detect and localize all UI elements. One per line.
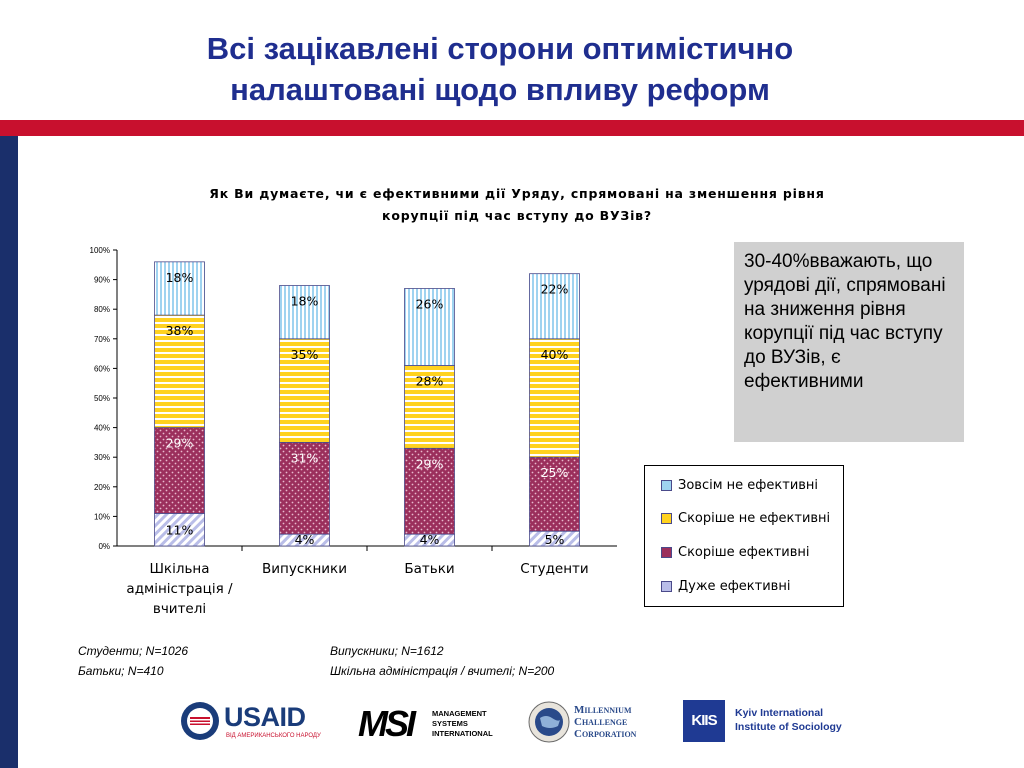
mcc-line-3: Corporation — [574, 728, 637, 740]
bar-segment — [279, 285, 330, 340]
msi-mark: MSI — [358, 703, 416, 744]
y-tick-label: 0% — [98, 542, 110, 551]
msi-line-3: INTERNATIONAL — [432, 729, 493, 738]
data-label: 38% — [166, 323, 194, 338]
y-tick-label: 100% — [90, 246, 110, 255]
bar-segment — [279, 441, 330, 535]
data-label: 28% — [416, 373, 444, 388]
kiis-line-2: Institute of Sociology — [735, 721, 842, 733]
msi-line-1: MANAGEMENT — [432, 709, 487, 718]
x-category-label: адміністрація / — [126, 581, 233, 597]
legend-label: Дуже ефективні — [678, 579, 791, 594]
x-category-label: вчителі — [153, 601, 206, 617]
legend-swatch-yellow — [661, 513, 672, 524]
legend-swatch-light-blue — [661, 480, 672, 491]
legend-label: Скоріше ефективні — [678, 545, 810, 560]
y-tick-label: 40% — [94, 424, 110, 433]
data-label: 5% — [545, 532, 565, 547]
bar-segment — [154, 314, 205, 428]
data-label: 29% — [416, 456, 444, 471]
bar-segment — [404, 447, 455, 535]
data-label: 40% — [541, 347, 569, 362]
chart-title-line-1: Як Ви думаєте, чи є ефективними дії Уряд… — [209, 186, 824, 201]
x-category-label: Шкільна — [149, 561, 209, 577]
notes-right: Випускники; N=1612 Шкільна адміністрація… — [330, 641, 554, 681]
note-school-admin: Шкільна адміністрація / вчителі; N=200 — [330, 664, 555, 678]
x-category-label: Випускники — [262, 561, 347, 577]
globe-icon — [528, 701, 570, 743]
msi-logo: MSI MANAGEMENT SYSTEMS INTERNATIONAL — [358, 703, 508, 744]
usaid-logo: USAID ВІД АМЕРИКАНСЬКОГО НАРОДУ — [180, 700, 325, 744]
kiis-line-1: Kyiv International — [735, 707, 824, 719]
data-label: 11% — [166, 523, 194, 538]
legend-item-rather-not-effective: Скоріше не ефективні — [661, 511, 830, 531]
data-label: 18% — [291, 294, 319, 309]
bar-segment — [154, 261, 205, 316]
bar-segment — [154, 513, 205, 547]
chart-legend: Зовсім не ефективні Скоріше не ефективні… — [644, 465, 844, 607]
data-label: 26% — [416, 296, 444, 311]
note-students: Студенти; N=1026 — [78, 644, 189, 658]
mcc-logo: Millennium Challenge Corporation — [528, 700, 668, 746]
stacked-bar-chart: Як Ви думаєте, чи є ефективними дії Уряд… — [90, 186, 824, 617]
blue-side-band — [0, 136, 18, 768]
slide-title: Всі зацікавлені сторони оптимістично нал… — [0, 28, 1000, 110]
data-label: 25% — [541, 465, 569, 480]
mcc-text: Millennium Challenge Corporation — [574, 704, 636, 740]
mcc-line-1: Millennium — [574, 704, 632, 716]
x-category-label: Студенти — [520, 561, 588, 577]
legend-item-not-effective-at-all: Зовсім не ефективні — [661, 478, 818, 498]
msi-line-2: SYSTEMS — [432, 719, 468, 728]
data-label: 31% — [291, 450, 319, 465]
legend-item-very-effective: Дуже ефективні — [661, 579, 790, 599]
title-line-1: Всі зацікавлені сторони оптимістично — [206, 31, 794, 66]
y-tick-label: 10% — [94, 512, 110, 521]
mcc-line-2: Challenge — [574, 716, 628, 728]
x-category-label: Батьки — [404, 561, 454, 577]
legend-item-rather-effective: Скоріше ефективні — [661, 545, 810, 565]
y-tick-label: 60% — [94, 364, 110, 373]
y-tick-label: 70% — [94, 335, 110, 344]
data-label: 4% — [420, 532, 440, 547]
note-graduates: Випускники; N=1612 — [330, 644, 444, 658]
bar-segment — [279, 338, 330, 443]
msi-text: MANAGEMENT SYSTEMS INTERNATIONAL — [432, 709, 493, 739]
legend-swatch-maroon — [661, 547, 672, 558]
kiis-mark: KIIS — [691, 712, 717, 729]
legend-label: Скоріше не ефективні — [678, 511, 831, 526]
data-label: 22% — [541, 282, 569, 297]
kiis-text: Kyiv International Institute of Sociolog… — [735, 706, 842, 734]
y-tick-label: 20% — [94, 483, 110, 492]
data-label: 29% — [166, 436, 194, 451]
usaid-seal-icon — [181, 702, 219, 740]
y-tick-label: 50% — [94, 394, 110, 403]
y-tick-label: 80% — [94, 305, 110, 314]
data-label: 4% — [295, 532, 315, 547]
callout-box: 30-40%вважають, що урядові дії, спрямова… — [734, 242, 964, 442]
data-label: 35% — [291, 347, 319, 362]
chart-title-line-2: корупції під час вступу до ВУЗів? — [382, 208, 652, 223]
data-label: 18% — [166, 270, 194, 285]
note-parents: Батьки; N=410 — [78, 664, 164, 678]
notes-left: Студенти; N=1026 Батьки; N=410 — [78, 641, 188, 681]
y-tick-label: 30% — [94, 453, 110, 462]
bar-segment — [404, 288, 455, 366]
bar-segment — [529, 338, 580, 458]
chart-bars — [154, 261, 580, 547]
usaid-wordmark: USAID — [224, 702, 306, 732]
usaid-tagline: ВІД АМЕРИКАНСЬКОГО НАРОДУ — [226, 733, 321, 739]
title-line-2: налаштовані щодо впливу реформ — [230, 72, 770, 107]
red-header-band — [0, 120, 1024, 136]
bar-segment — [529, 456, 580, 532]
bar-segment — [529, 273, 580, 340]
legend-swatch-lavender — [661, 581, 672, 592]
y-tick-label: 90% — [94, 276, 110, 285]
chart-data-labels: 11% 29% 38% 18% 4% 31% 35% 18% 4% 29% 28% 26% 5% 25% 4… — [166, 270, 569, 547]
legend-label: Зовсім не ефективні — [678, 478, 819, 493]
kiis-mark-box: KIIS — [683, 700, 725, 742]
kiis-logo: KIIS Kyiv International Institute of Soc… — [683, 700, 858, 744]
